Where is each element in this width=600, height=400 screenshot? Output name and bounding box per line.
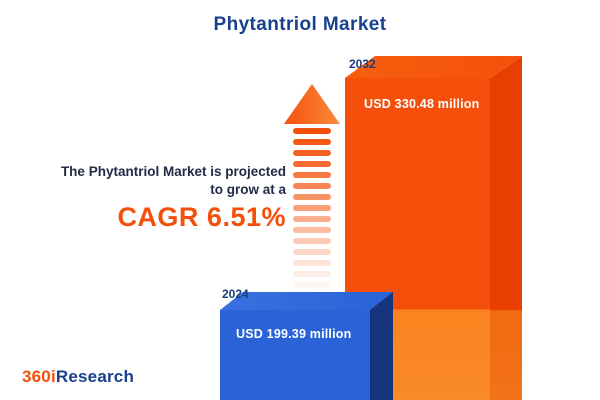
arrow-stripe — [293, 139, 331, 145]
arrow-stripe — [293, 150, 331, 156]
arrow-stripe — [293, 282, 331, 288]
arrow-stripe — [293, 238, 331, 244]
arrow-stripe — [293, 271, 331, 277]
brand-logo-suffix: Research — [55, 367, 135, 386]
arrow-stripe — [293, 216, 331, 222]
arrow-stripe — [293, 172, 331, 178]
arrow-stripe — [293, 183, 331, 189]
growth-arrow — [293, 128, 331, 293]
arrow-stripe — [293, 260, 331, 266]
bar-2024-top-face — [220, 292, 393, 310]
bar-2032-value-label: USD 330.48 million — [364, 97, 480, 111]
arrow-stripe — [293, 194, 331, 200]
brand-logo-prefix: 360i — [22, 367, 56, 386]
arrow-stripe — [293, 161, 331, 167]
bar-2024-year-label: 2024 — [222, 287, 249, 301]
cagr-value: CAGR 6.51% — [117, 202, 286, 232]
annotation-line-2: to grow at a — [210, 182, 286, 197]
bar-2032-side-face — [490, 56, 522, 400]
bar-2024 — [220, 310, 370, 400]
arrow-stripe — [293, 227, 331, 233]
growth-annotation: The Phytantriol Market is projected to g… — [20, 163, 286, 232]
brand-logo: 360iResearch — [22, 367, 134, 387]
arrow-stripe — [293, 205, 331, 211]
bar-2032-year-label: 2032 — [349, 57, 376, 71]
bar-2032-top-face — [345, 56, 522, 78]
page-title: Phytantriol Market — [213, 14, 387, 35]
arrow-stripe — [293, 249, 331, 255]
arrow-stripe — [293, 128, 331, 134]
bar-2024-side-face — [370, 292, 393, 400]
growth-arrow-head-icon — [284, 84, 340, 124]
annotation-line-1: The Phytantriol Market is projected — [60, 164, 286, 179]
bar-2024-value-label: USD 199.39 million — [236, 327, 352, 341]
